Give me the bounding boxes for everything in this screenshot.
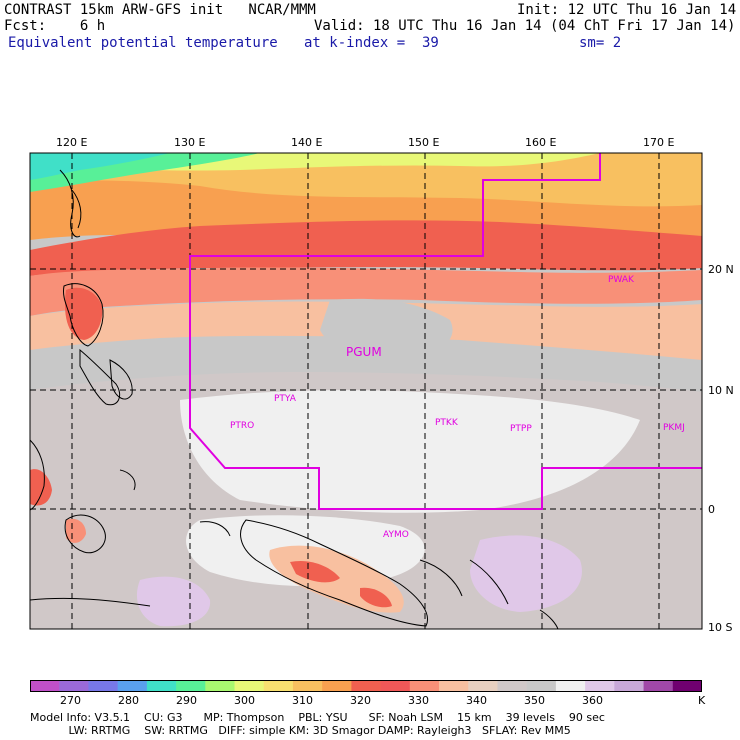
lat-tick-10n: 10 N: [708, 384, 734, 397]
colorbar-swatch: [468, 680, 498, 692]
lon-tick-140: 140 E: [291, 136, 323, 149]
colorbar-swatch: [380, 680, 411, 692]
station-pkmj: PKMJ: [663, 423, 685, 433]
colorbar-swatch: [117, 680, 148, 692]
colorbar-swatch: [263, 680, 294, 692]
colorbar-label-290: 290: [176, 694, 197, 707]
colorbar-label-340: 340: [466, 694, 487, 707]
colorbar-swatch: [555, 680, 586, 692]
colorbar-swatch: [439, 680, 469, 692]
colorbar-label-300: 300: [234, 694, 255, 707]
station-ptkk: PTKK: [435, 418, 459, 428]
station-pwak: PWAK: [608, 275, 635, 285]
header-valid: Valid: 18 UTC Thu 16 Jan 14 (04 ChT Fri …: [314, 18, 736, 34]
colorbar-swatch: [497, 680, 528, 692]
smoothing: sm= 2: [579, 35, 622, 51]
colorbar-swatch: [30, 680, 60, 692]
map-frame: [29, 152, 703, 630]
header-forecast: Fcst: 6 h: [4, 18, 106, 34]
colorbar-swatch: [205, 680, 236, 692]
colorbar-swatch: [585, 680, 615, 692]
colorbar-swatch: [146, 680, 177, 692]
station-ptpp: PTPP: [510, 424, 532, 434]
lat-tick-0: 0: [708, 503, 715, 516]
colorbar-label-310: 310: [292, 694, 313, 707]
lat-tick-20n: 20 N: [708, 263, 734, 276]
colorbar-swatch: [292, 680, 323, 692]
station-ptro: PTRO: [230, 421, 254, 431]
colorbar-swatch: [59, 680, 89, 692]
station-pgum: PGUM: [346, 345, 382, 359]
shaded-field: [30, 153, 702, 629]
colorbar-frame: [30, 680, 702, 692]
model-info-line2: LW: RRTMG SW: RRTMG DIFF: simple KM: 3D …: [30, 724, 571, 737]
colorbar-label-270: 270: [60, 694, 81, 707]
station-ptya: PTYA: [274, 394, 297, 404]
region-boundary: [189, 153, 702, 510]
header-init: Init: 12 UTC Thu 16 Jan 14: [517, 2, 737, 18]
colorbar-label-360: 360: [582, 694, 603, 707]
colorbar-swatch: [409, 680, 440, 692]
lon-tick-170: 170 E: [643, 136, 675, 149]
field-name: Equivalent potential temperature: [8, 35, 278, 51]
colorbar-swatch: [614, 680, 645, 692]
station-aymo: AYMO: [383, 530, 409, 540]
colorbar-swatch: [176, 680, 206, 692]
colorbar-label-280: 280: [118, 694, 139, 707]
colorbar-swatch: [322, 680, 352, 692]
colorbar-label-330: 330: [408, 694, 429, 707]
lon-tick-130: 130 E: [174, 136, 206, 149]
colorbar-swatch: [672, 680, 702, 692]
colorbar-swatch: [88, 680, 119, 692]
colorbar-swatch: [234, 680, 265, 692]
model-info-line1: Model Info: V3.5.1 CU: G3 MP: Thompson P…: [30, 711, 605, 724]
lon-tick-150: 150 E: [408, 136, 440, 149]
colorbar-label-350: 350: [524, 694, 545, 707]
colorbar-swatch: [526, 680, 557, 692]
header-line1-left: CONTRAST 15km ARW-GFS init NCAR/MMM: [4, 2, 316, 18]
colorbar-unit: K: [698, 694, 706, 707]
lon-tick-160: 160 E: [525, 136, 557, 149]
lon-tick-120: 120 E: [56, 136, 88, 149]
colorbar: [30, 680, 702, 692]
level-index: at k-index = 39: [304, 35, 439, 51]
colorbar-swatch: [351, 680, 382, 692]
colorbar-swatch: [643, 680, 674, 692]
lat-tick-10s: 10 S: [708, 621, 733, 634]
colorbar-label-320: 320: [350, 694, 371, 707]
